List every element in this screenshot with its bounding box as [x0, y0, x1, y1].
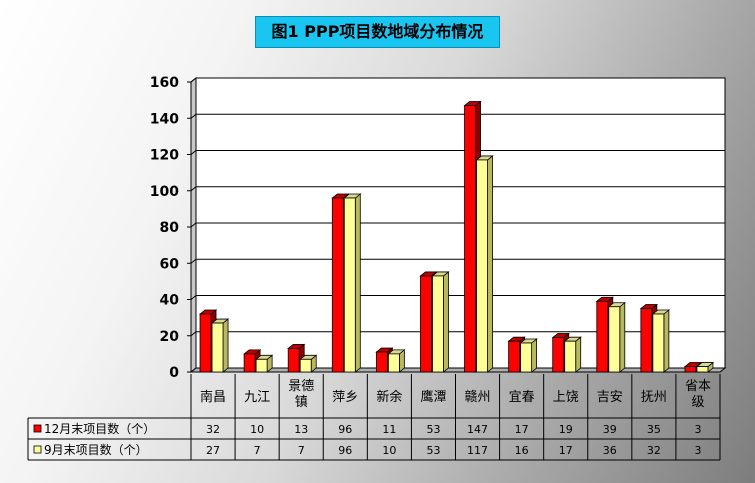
data-label: 10	[382, 444, 396, 457]
gridline-side	[190, 186, 197, 192]
bar	[420, 275, 432, 373]
data-label: 53	[426, 444, 440, 457]
x-tick-label: 赣州	[465, 390, 491, 405]
x-tick-label: 镇	[295, 395, 308, 410]
x-tick-label: 级	[691, 395, 704, 410]
bar	[464, 105, 476, 373]
x-tick-label: 宜春	[509, 390, 535, 405]
data-label: 32	[647, 444, 661, 457]
legend-label: 12月末项目数（个）	[44, 421, 155, 436]
y-tick-label: 60	[160, 256, 180, 272]
data-label: 27	[206, 444, 220, 457]
bar-side	[619, 301, 626, 373]
y-tick-label: 100	[150, 184, 179, 200]
bar	[508, 340, 521, 373]
data-label: 147	[467, 423, 488, 436]
x-tick-label: 鹰潭	[420, 389, 446, 405]
bar	[696, 366, 709, 373]
bar-side	[487, 155, 493, 373]
legend-swatch	[33, 445, 42, 454]
bar	[684, 366, 697, 373]
bar	[199, 313, 212, 373]
bar	[255, 358, 268, 373]
legend-label: 9月末项目数（个）	[44, 442, 148, 457]
bar	[331, 197, 344, 373]
bar	[564, 340, 577, 373]
bar	[476, 159, 488, 373]
x-tick-label: 九江	[244, 390, 270, 405]
data-label: 11	[382, 423, 396, 436]
data-label: 39	[603, 423, 617, 436]
data-label: 53	[426, 423, 440, 436]
x-tick-label: 景德	[288, 379, 314, 394]
bar	[652, 313, 665, 373]
bar	[211, 322, 224, 373]
data-label: 36	[603, 444, 617, 457]
bar	[552, 337, 565, 373]
data-label: 35	[647, 423, 661, 436]
bar	[432, 275, 444, 373]
data-label: 13	[294, 423, 308, 436]
y-tick-label: 160	[150, 75, 179, 91]
x-tick-label: 上饶	[553, 390, 579, 405]
bar	[287, 348, 300, 373]
gridline-side	[190, 150, 197, 155]
y-tick-label: 120	[150, 148, 179, 164]
gridline-side	[190, 222, 197, 228]
data-label: 96	[338, 444, 352, 457]
gridline-side	[190, 77, 197, 83]
gridline-side	[190, 113, 197, 119]
legend-swatch	[33, 424, 42, 433]
data-label: 3	[694, 423, 701, 436]
data-label: 117	[467, 444, 488, 457]
data-label: 7	[254, 444, 261, 457]
data-label: 32	[206, 423, 220, 436]
y-tick-label: 20	[160, 329, 180, 345]
x-tick-label: 抚州	[641, 390, 667, 405]
bar	[596, 300, 609, 373]
data-label: 16	[515, 444, 529, 457]
bar	[608, 306, 621, 373]
bar-side	[663, 309, 670, 373]
gridline-side	[190, 331, 197, 337]
bar-side	[443, 271, 449, 373]
bar-side	[531, 338, 538, 373]
y-tick-label: 80	[160, 220, 180, 236]
data-label: 19	[559, 423, 573, 436]
bar	[243, 353, 256, 373]
x-tick-label: 吉安	[597, 390, 623, 405]
x-tick-label: 新余	[376, 389, 402, 405]
data-label: 3	[694, 444, 701, 457]
y-tick-label: 140	[150, 111, 179, 127]
gridline-side	[190, 295, 197, 300]
bar-side	[354, 193, 361, 373]
bar	[387, 353, 400, 373]
gridline-side	[190, 258, 197, 264]
data-label: 10	[250, 423, 264, 436]
bar	[520, 342, 533, 373]
bar-side	[222, 318, 229, 373]
x-tick-label: 省本	[685, 379, 711, 394]
bar	[299, 358, 312, 373]
bar	[343, 197, 356, 373]
bar-side	[575, 336, 582, 373]
x-tick-label: 南昌	[200, 389, 226, 405]
floor	[189, 367, 727, 373]
y-tick-label: 40	[160, 293, 180, 309]
data-label: 17	[559, 444, 573, 457]
data-label: 17	[515, 423, 529, 436]
data-label: 96	[338, 423, 352, 436]
data-label: 7	[298, 444, 305, 457]
y-tick-label: 0	[169, 365, 179, 381]
bar	[640, 308, 653, 373]
x-tick-label: 萍乡	[332, 390, 358, 405]
bar	[375, 351, 388, 373]
chart-title: 图1 PPP项目数地域分布情况	[255, 16, 500, 48]
